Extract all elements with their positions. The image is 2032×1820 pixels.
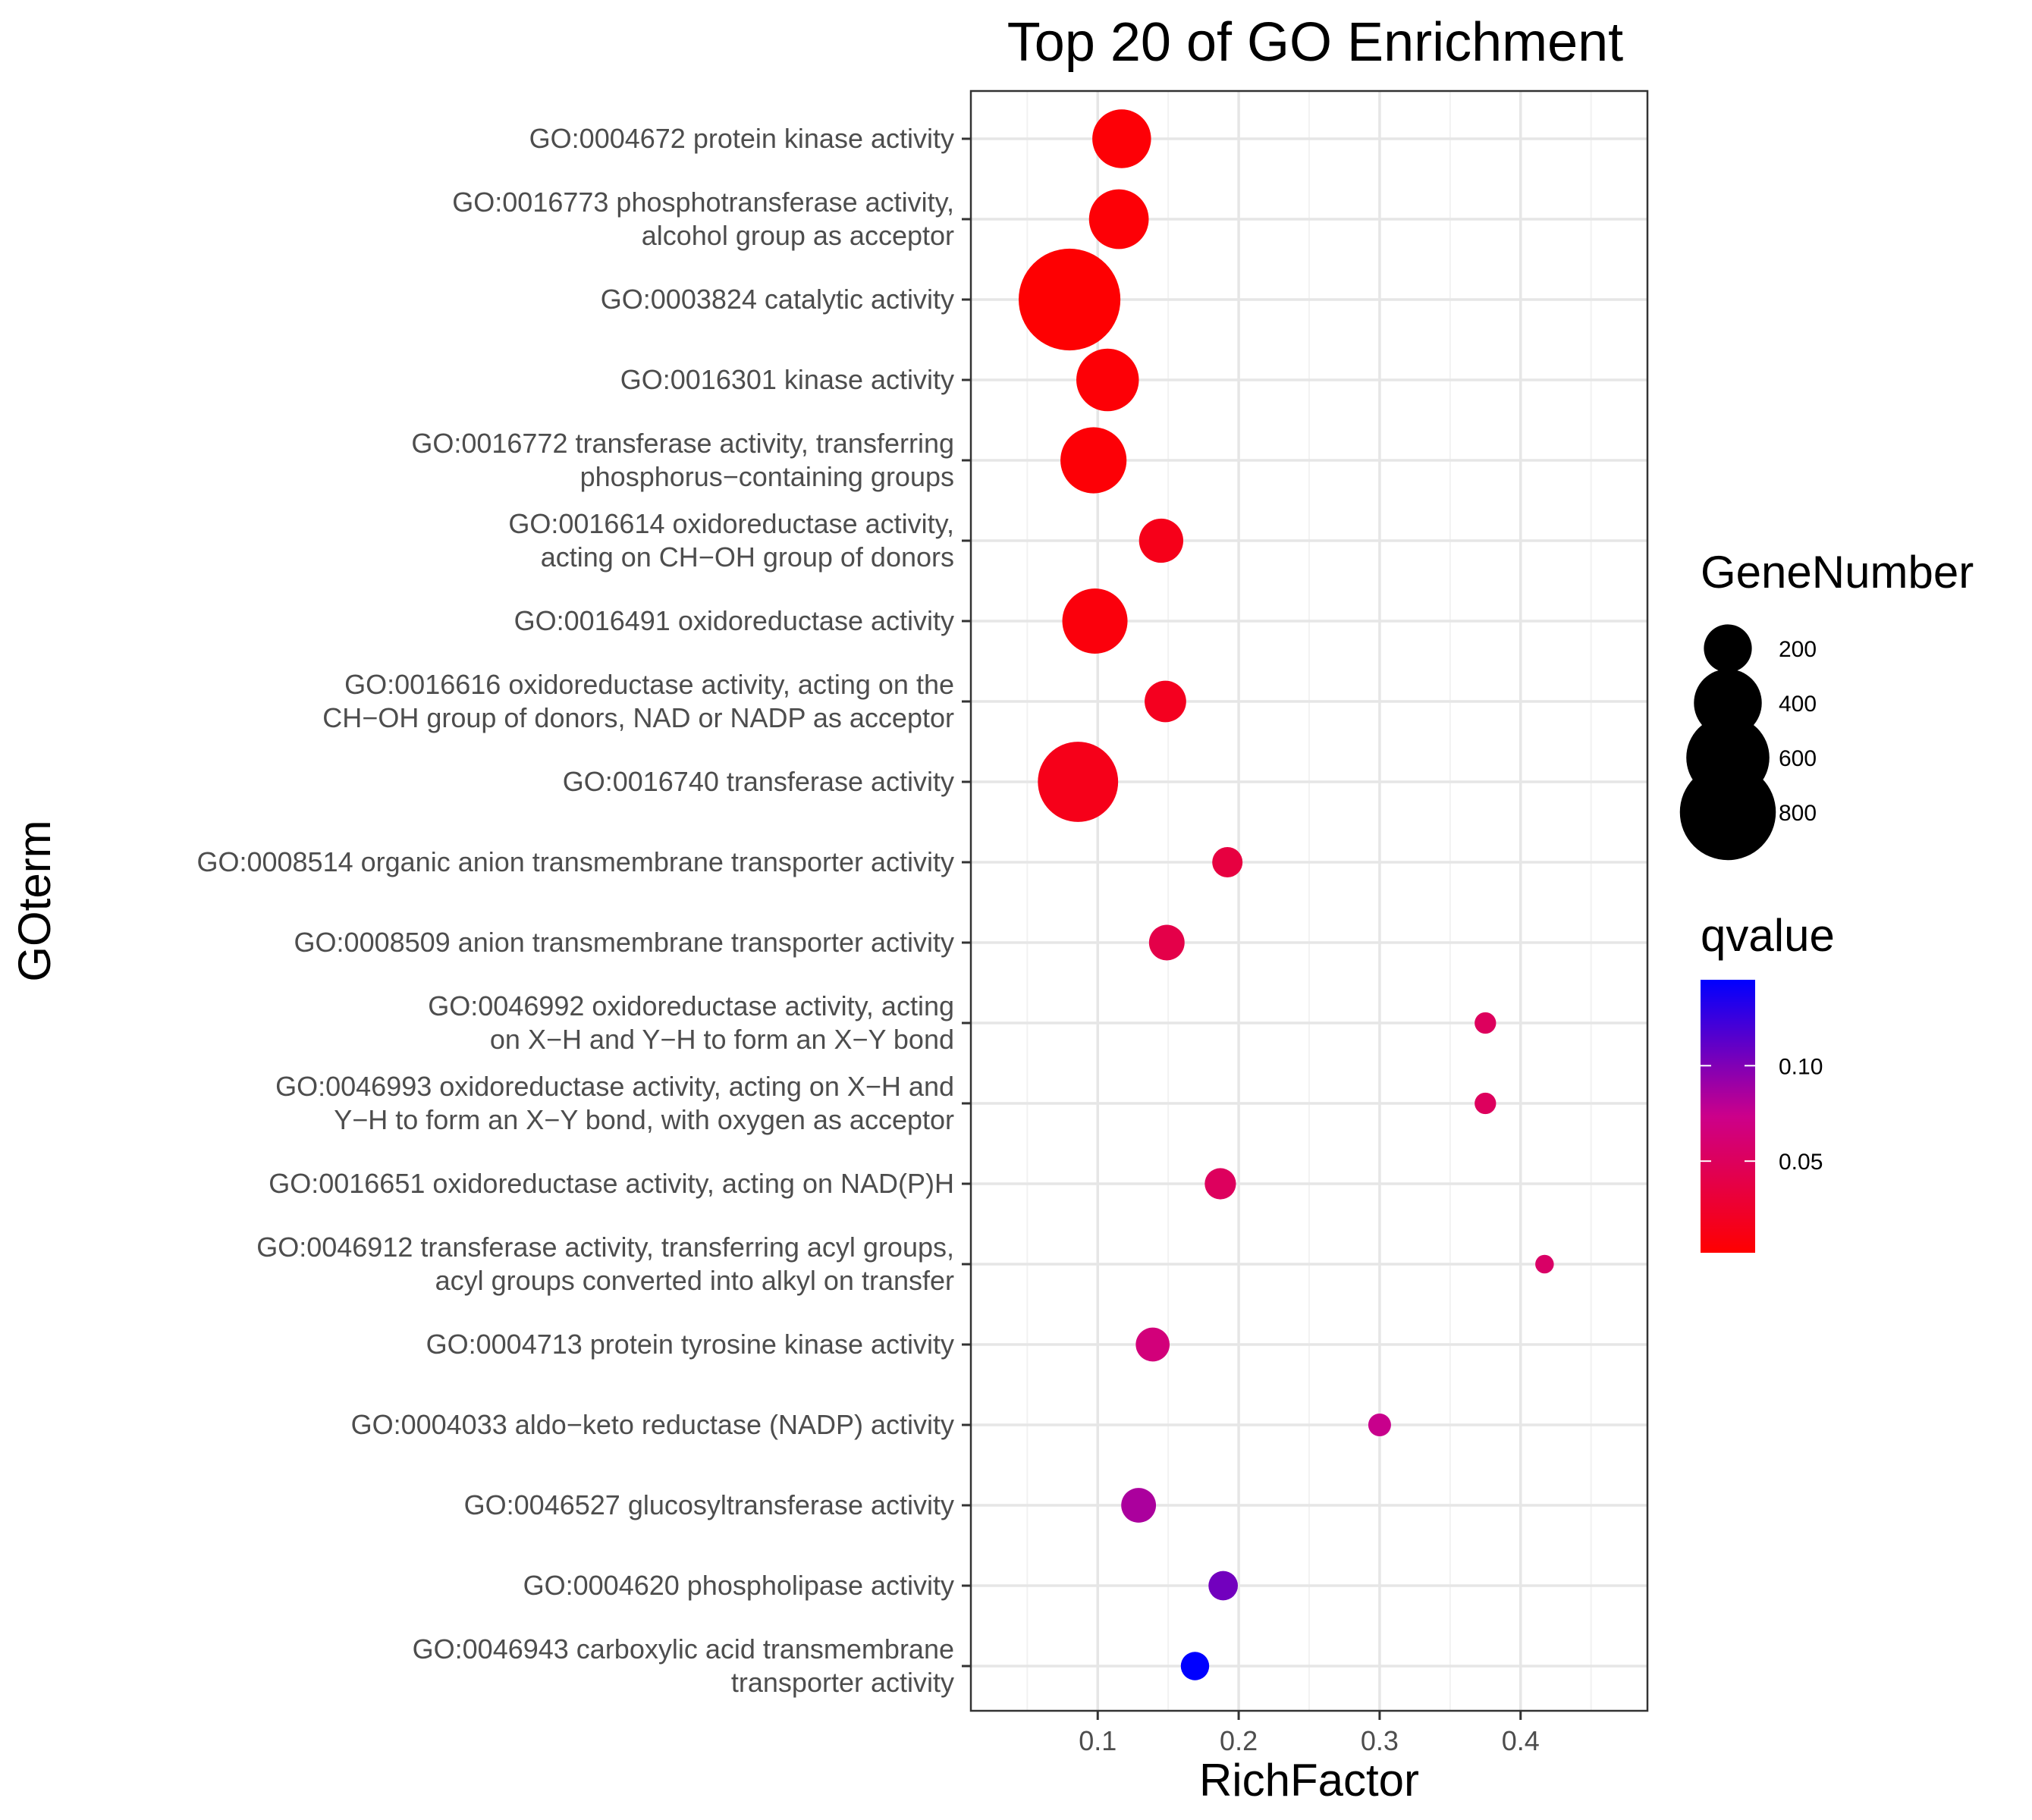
grid bbox=[971, 91, 1647, 1711]
y-tick-label-line: GO:0016616 oxidoreductase activity, acti… bbox=[344, 669, 954, 700]
data-points bbox=[1019, 109, 1554, 1680]
colorbar-tick-label: 0.05 bbox=[1779, 1150, 1823, 1175]
data-point bbox=[1535, 1254, 1554, 1274]
y-tick-label: GO:0004713 protein tyrosine kinase activ… bbox=[426, 1329, 954, 1360]
gene-number-legend-label: 400 bbox=[1779, 692, 1817, 717]
data-point bbox=[1088, 189, 1149, 249]
qvalue-legend: qvalue 0.05 0.10 bbox=[1701, 910, 1835, 1253]
data-point bbox=[1208, 1571, 1239, 1601]
y-tick-label-line: GO:0046992 oxidoreductase activity, acti… bbox=[428, 990, 954, 1021]
data-point bbox=[1121, 1488, 1157, 1523]
y-tick-label: GO:0003824 catalytic activity bbox=[601, 284, 954, 315]
x-axis-title: RichFactor bbox=[1199, 1755, 1419, 1806]
y-tick-label-line: GO:0004713 protein tyrosine kinase activ… bbox=[426, 1329, 954, 1360]
y-axis-ticks: GO:0004672 protein kinase activity GO:001… bbox=[196, 123, 971, 1698]
y-tick-label: GO:0004672 protein kinase activity bbox=[529, 123, 954, 154]
y-tick-label-line: GO:0016773 phosphotransferase activity, bbox=[452, 187, 954, 218]
colorbar-tick-label: 0.10 bbox=[1779, 1054, 1823, 1079]
y-tick-label: GO:0016616 oxidoreductase activity, acti… bbox=[322, 669, 954, 733]
y-tick-label-line: GO:0008514 organic anion transmembrane t… bbox=[196, 846, 954, 877]
y-tick-label: GO:0046993 oxidoreductase activity, acti… bbox=[275, 1071, 954, 1135]
data-point bbox=[1076, 348, 1139, 412]
y-tick-label-line: GO:0004620 phospholipase activity bbox=[523, 1570, 954, 1601]
qvalue-colorbar-ticks: 0.05 0.10 bbox=[1701, 1054, 1823, 1175]
data-point bbox=[1038, 742, 1119, 822]
y-tick-label: GO:0046992 oxidoreductase activity, acti… bbox=[428, 990, 954, 1055]
y-tick-label-line: alcohol group as acceptor bbox=[642, 220, 954, 251]
x-tick-label: 0.3 bbox=[1361, 1725, 1399, 1756]
y-tick-label: GO:0016491 oxidoreductase activity bbox=[514, 605, 954, 636]
gene-number-legend-label: 200 bbox=[1779, 637, 1817, 662]
x-tick-label: 0.2 bbox=[1220, 1725, 1258, 1756]
y-tick-label: GO:0008514 organic anion transmembrane t… bbox=[196, 846, 954, 877]
y-tick-label-line: GO:0046527 glucosyltransferase activity bbox=[464, 1489, 954, 1520]
qvalue-colorbar bbox=[1701, 980, 1755, 1253]
x-tick-label: 0.1 bbox=[1079, 1725, 1117, 1756]
data-point bbox=[1204, 1168, 1236, 1200]
data-point bbox=[1019, 248, 1121, 351]
y-tick-label-line: Y−H to form an X−Y bond, with oxygen as … bbox=[334, 1104, 954, 1135]
y-tick-label-line: on X−H and Y−H to form an X−Y bond bbox=[490, 1024, 954, 1055]
chart-title: Top 20 of GO Enrichment bbox=[1007, 12, 1623, 73]
y-tick-label-line: GO:0016614 oxidoreductase activity, bbox=[508, 508, 954, 539]
y-tick-label: GO:0046943 carboxylic acid transmembrane… bbox=[413, 1633, 954, 1698]
x-tick-label: 0.4 bbox=[1502, 1725, 1540, 1756]
y-tick-label-line: CH−OH group of donors, NAD or NADP as ac… bbox=[322, 702, 954, 733]
y-tick-label-line: GO:0016651 oxidoreductase activity, acti… bbox=[269, 1168, 954, 1199]
y-tick-label: GO:0016614 oxidoreductase activity, actin… bbox=[508, 508, 954, 573]
data-point bbox=[1368, 1414, 1391, 1436]
y-tick-label-line: transporter activity bbox=[731, 1667, 954, 1698]
y-tick-label-line: phosphorus−containing groups bbox=[580, 461, 954, 492]
gene-number-legend: GeneNumber 200 400 600 800 bbox=[1679, 547, 1974, 861]
y-tick-label-line: GO:0008509 anion transmembrane transport… bbox=[294, 927, 954, 958]
plot-panel-border bbox=[969, 89, 1649, 1712]
y-tick-label-line: GO:0046912 transferase activity, transfe… bbox=[256, 1232, 954, 1263]
data-point bbox=[1138, 518, 1184, 563]
y-tick-label: GO:0016301 kinase activity bbox=[620, 364, 954, 395]
gene-number-legend-key bbox=[1704, 624, 1752, 673]
gene-number-legend-items: 200 400 600 800 bbox=[1679, 624, 1817, 861]
x-axis-ticks: 0.1 0.2 0.3 0.4 bbox=[1079, 1711, 1540, 1756]
data-point bbox=[1060, 427, 1127, 494]
y-tick-label: GO:0016651 oxidoreductase activity, acti… bbox=[269, 1168, 954, 1199]
y-tick-label-line: GO:0046993 oxidoreductase activity, acti… bbox=[275, 1071, 954, 1102]
y-tick-label: GO:0008509 anion transmembrane transport… bbox=[294, 927, 954, 958]
y-axis-title: GOterm bbox=[9, 820, 60, 981]
data-point bbox=[1092, 109, 1151, 168]
gene-number-legend-label: 600 bbox=[1779, 746, 1817, 771]
y-tick-label-line: GO:0004033 aldo−keto reductase (NADP) ac… bbox=[351, 1409, 954, 1440]
y-tick-label-line: GO:0016491 oxidoreductase activity bbox=[514, 605, 954, 636]
qvalue-legend-title: qvalue bbox=[1701, 910, 1835, 961]
y-tick-label-line: GO:0016772 transferase activity, transfe… bbox=[411, 428, 954, 459]
data-point bbox=[1148, 924, 1185, 961]
y-tick-label-line: GO:0004672 protein kinase activity bbox=[529, 123, 954, 154]
data-point bbox=[1180, 1652, 1210, 1680]
y-tick-label: GO:0004033 aldo−keto reductase (NADP) ac… bbox=[351, 1409, 954, 1440]
y-tick-label-line: acyl groups converted into alkyl on tran… bbox=[435, 1265, 954, 1296]
y-tick-label: GO:0016772 transferase activity, transfe… bbox=[411, 428, 954, 492]
data-point bbox=[1212, 847, 1243, 877]
data-point bbox=[1145, 680, 1186, 723]
data-point bbox=[1062, 588, 1128, 654]
y-tick-label-line: GO:0003824 catalytic activity bbox=[601, 284, 954, 315]
gene-number-legend-label: 800 bbox=[1779, 801, 1817, 826]
gene-number-legend-key bbox=[1679, 764, 1776, 861]
y-tick-label: GO:0016740 transferase activity bbox=[563, 766, 954, 797]
gene-number-legend-title: GeneNumber bbox=[1701, 547, 1974, 598]
y-tick-label-line: GO:0016740 transferase activity bbox=[563, 766, 954, 797]
y-tick-label-line: GO:0046943 carboxylic acid transmembrane bbox=[413, 1633, 954, 1665]
data-point bbox=[1135, 1327, 1170, 1362]
y-tick-label-line: GO:0016301 kinase activity bbox=[620, 364, 954, 395]
y-tick-label: GO:0046527 glucosyltransferase activity bbox=[464, 1489, 954, 1520]
y-tick-label: GO:0016773 phosphotransferase activity, a… bbox=[452, 187, 954, 251]
data-point bbox=[1475, 1012, 1497, 1034]
y-tick-label: GO:0046912 transferase activity, transfe… bbox=[256, 1232, 954, 1296]
y-tick-label: GO:0004620 phospholipase activity bbox=[523, 1570, 954, 1601]
data-point bbox=[1475, 1092, 1497, 1115]
y-tick-label-line: acting on CH−OH group of donors bbox=[541, 541, 954, 573]
